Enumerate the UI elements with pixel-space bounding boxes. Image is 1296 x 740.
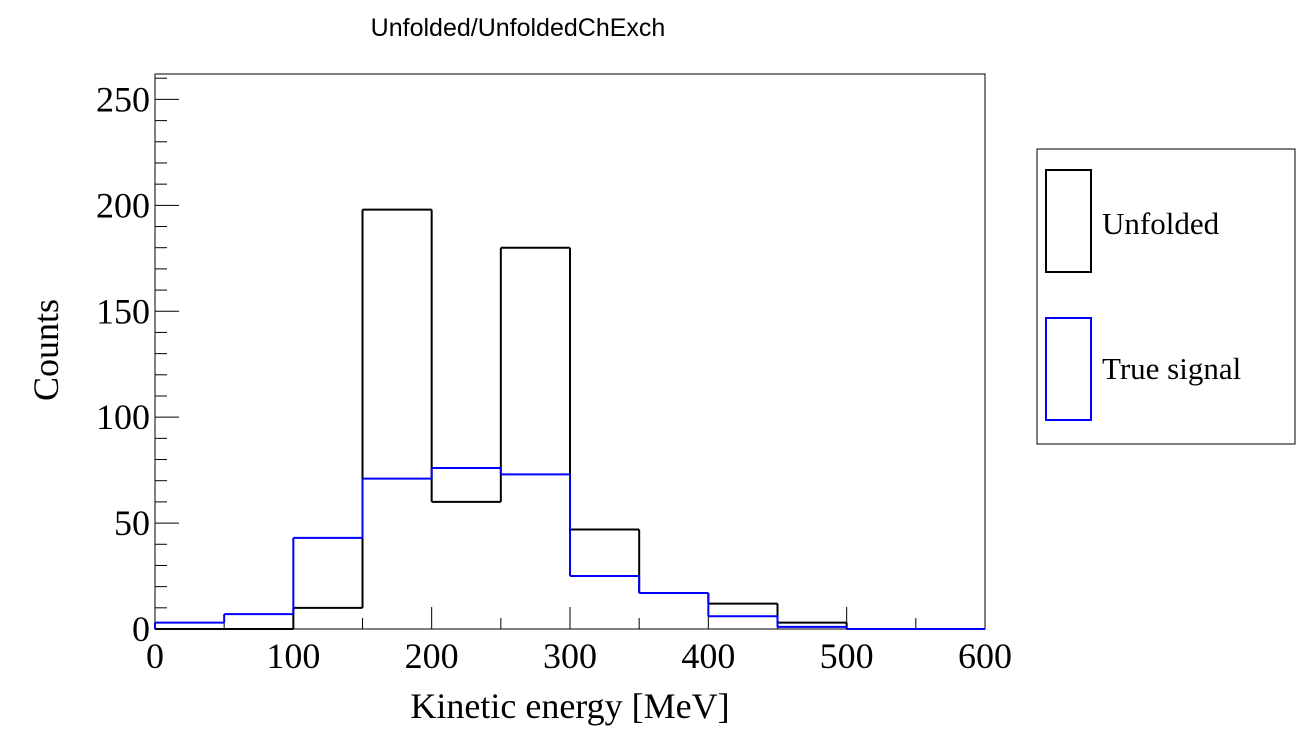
x-tick-label: 600 [958,636,1012,676]
x-tick-label: 300 [543,636,597,676]
legend-label-true-signal: True signal [1102,351,1241,386]
y-tick-label: 200 [96,185,150,225]
legend: Unfolded True signal [1036,148,1296,445]
y-tick-label: 0 [132,609,150,649]
x-tick-label: 0 [146,636,164,676]
legend-swatch-true-signal [1045,317,1092,421]
y-axis: 0 50 100 150 200 250 [96,77,179,649]
series-true-signal [154,467,985,630]
y-axis-title: Counts [26,299,66,401]
y-tick-label: 150 [96,291,150,331]
y-tick-label: 250 [96,79,150,119]
x-axis: 0 100 200 300 400 500 600 [146,607,1012,676]
x-tick-label: 200 [405,636,459,676]
x-axis-title: Kinetic energy [MeV] [410,686,729,726]
legend-label-unfolded: Unfolded [1102,206,1220,241]
chart-title: Unfolded/UnfoldedChExch [371,14,666,42]
x-tick-label: 500 [820,636,874,676]
legend-box [1036,148,1296,445]
histogram-series [154,208,985,630]
x-tick-label: 400 [681,636,735,676]
legend-swatch-unfolded [1045,169,1092,273]
y-tick-label: 50 [114,503,150,543]
y-tick-label: 100 [96,397,150,437]
x-tick-label: 100 [266,636,320,676]
